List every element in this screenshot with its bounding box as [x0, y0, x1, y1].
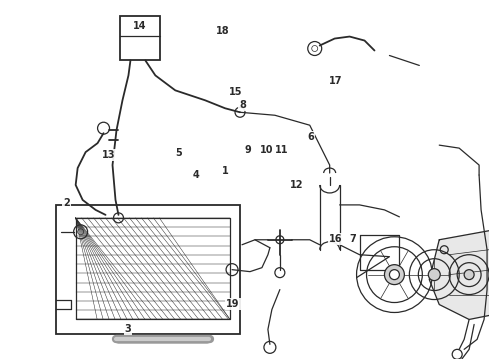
Text: 13: 13: [101, 150, 115, 160]
Bar: [121, 15, 160, 60]
Text: 8: 8: [239, 100, 246, 110]
Text: 5: 5: [176, 148, 182, 158]
Circle shape: [385, 265, 404, 285]
Text: 10: 10: [260, 144, 274, 154]
Text: 6: 6: [308, 132, 314, 142]
Text: 3: 3: [124, 324, 131, 334]
Text: 11: 11: [275, 144, 288, 154]
Text: 1: 1: [222, 166, 229, 176]
Polygon shape: [429, 230, 490, 319]
Text: 7: 7: [349, 234, 356, 244]
Bar: [56, 205, 240, 334]
Text: 4: 4: [193, 170, 199, 180]
Text: 2: 2: [64, 198, 70, 208]
Circle shape: [428, 269, 440, 280]
Text: 15: 15: [228, 87, 242, 97]
Text: 16: 16: [329, 234, 342, 244]
Text: 17: 17: [329, 76, 342, 86]
Circle shape: [464, 270, 474, 280]
Text: 9: 9: [244, 144, 251, 154]
Text: 14: 14: [133, 21, 147, 31]
Text: 19: 19: [226, 299, 240, 309]
Circle shape: [390, 270, 399, 280]
Text: 12: 12: [290, 180, 303, 190]
Text: 18: 18: [216, 26, 230, 36]
